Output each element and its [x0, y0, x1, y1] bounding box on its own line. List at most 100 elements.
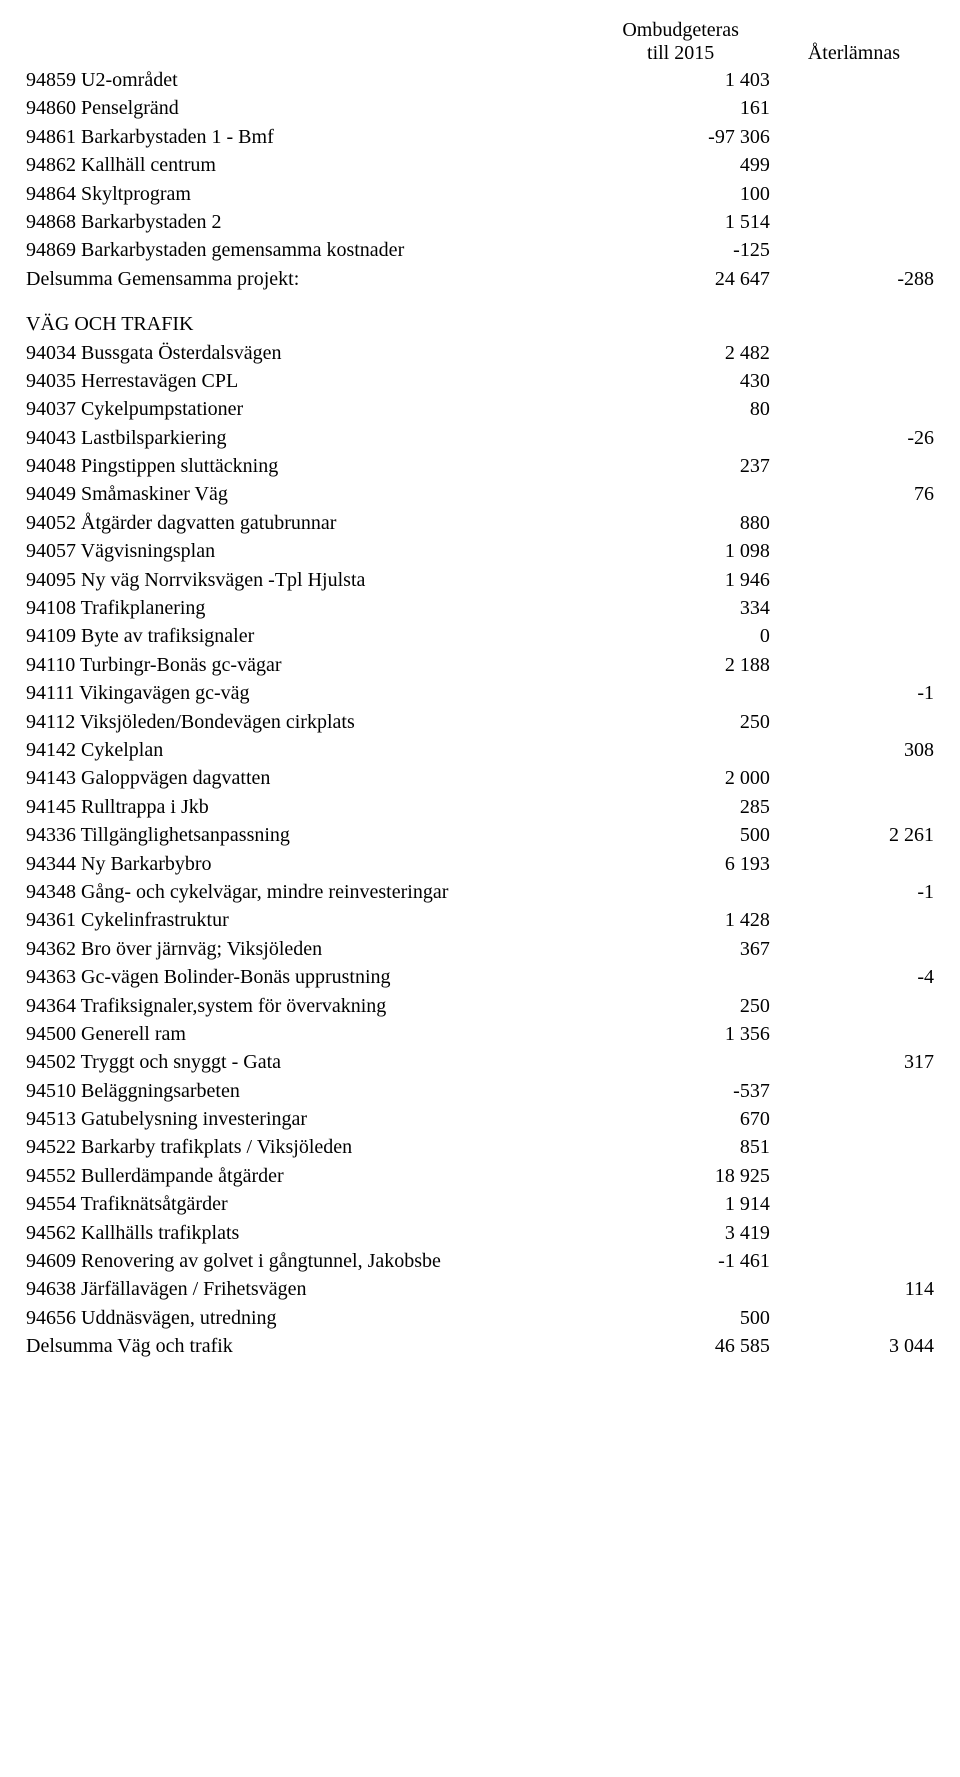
row-label: 94336 Tillgänglighetsanpassning	[24, 821, 589, 849]
row-value-ombudgeteras: 161	[589, 94, 771, 122]
row-label: 94109 Byte av trafiksignaler	[24, 622, 589, 650]
row-label: 94861 Barkarbystaden 1 - Bmf	[24, 123, 589, 151]
row-label: 94348 Gång- och cykelvägar, mindre reinv…	[24, 878, 589, 906]
row-value-ombudgeteras	[589, 1048, 771, 1076]
row-value-ombudgeteras: 500	[589, 1304, 771, 1332]
table-row: 94609 Renovering av golvet i gångtunnel,…	[24, 1247, 936, 1275]
table-row: 94035 Herrestavägen CPL430	[24, 367, 936, 395]
row-label: 94145 Rulltrappa i Jkb	[24, 793, 589, 821]
table-row: 94049 Småmaskiner Väg76	[24, 480, 936, 508]
table-row: 94513 Gatubelysning investeringar670	[24, 1105, 936, 1133]
row-label: 94049 Småmaskiner Väg	[24, 480, 589, 508]
header-col1-line2: till 2015	[647, 42, 714, 64]
row-value-aterlamnas	[772, 66, 936, 94]
row-label: 94638 Järfällavägen / Frihetsvägen	[24, 1275, 589, 1303]
row-value-aterlamnas	[772, 1162, 936, 1190]
row-label: 94364 Trafiksignaler,system för övervakn…	[24, 992, 589, 1020]
table-row: 94112 Viksjöleden/Bondevägen cirkplats25…	[24, 708, 936, 736]
row-value-ombudgeteras: 2 000	[589, 764, 771, 792]
row-value-aterlamnas	[772, 594, 936, 622]
row-label: 94110 Turbingr-Bonäs gc-vägar	[24, 651, 589, 679]
row-value-aterlamnas	[772, 1105, 936, 1133]
row-value-aterlamnas	[772, 1077, 936, 1105]
row-value-aterlamnas	[772, 236, 936, 264]
table-row: 94037 Cykelpumpstationer80	[24, 395, 936, 423]
table-row: 94860 Penselgränd161	[24, 94, 936, 122]
row-value-aterlamnas: -1	[772, 679, 936, 707]
row-value-ombudgeteras: 1 356	[589, 1020, 771, 1048]
row-value-ombudgeteras: 285	[589, 793, 771, 821]
table-row: Delsumma Gemensamma projekt:24 647-288	[24, 265, 936, 293]
table-row: 94500 Generell ram1 356	[24, 1020, 936, 1048]
row-label: 94048 Pingstippen sluttäckning	[24, 452, 589, 480]
row-value-ombudgeteras: 1 946	[589, 566, 771, 594]
row-label: 94034 Bussgata Österdalsvägen	[24, 339, 589, 367]
row-value-ombudgeteras: 1 428	[589, 906, 771, 934]
row-value-aterlamnas	[772, 651, 936, 679]
row-value-ombudgeteras: 6 193	[589, 850, 771, 878]
row-value-aterlamnas	[772, 1133, 936, 1161]
row-value-aterlamnas	[772, 1247, 936, 1275]
row-value-ombudgeteras: 250	[589, 708, 771, 736]
row-value-aterlamnas	[772, 566, 936, 594]
row-value-ombudgeteras: 500	[589, 821, 771, 849]
budget-table: Ombudgeteras till 2015 Återlämnas 94859 …	[24, 18, 936, 1361]
row-value-aterlamnas	[772, 992, 936, 1020]
row-value-aterlamnas	[772, 935, 936, 963]
row-label: 94035 Herrestavägen CPL	[24, 367, 589, 395]
table-row: 94034 Bussgata Österdalsvägen2 482	[24, 339, 936, 367]
row-value-ombudgeteras	[589, 480, 771, 508]
row-value-aterlamnas: 2 261	[772, 821, 936, 849]
table-row: 94363 Gc-vägen Bolinder-Bonäs upprustnin…	[24, 963, 936, 991]
row-value-aterlamnas: 308	[772, 736, 936, 764]
table-row: 94864 Skyltprogram100	[24, 180, 936, 208]
table-row: 94552 Bullerdämpande åtgärder18 925	[24, 1162, 936, 1190]
row-value-aterlamnas	[772, 1219, 936, 1247]
row-value-aterlamnas	[772, 123, 936, 151]
table-row: 94110 Turbingr-Bonäs gc-vägar2 188	[24, 651, 936, 679]
row-value-ombudgeteras	[589, 963, 771, 991]
row-label: 94609 Renovering av golvet i gångtunnel,…	[24, 1247, 589, 1275]
row-value-aterlamnas	[772, 793, 936, 821]
row-label: 94860 Penselgränd	[24, 94, 589, 122]
row-value-aterlamnas	[772, 367, 936, 395]
row-label: 94057 Vägvisningsplan	[24, 537, 589, 565]
row-value-ombudgeteras: 430	[589, 367, 771, 395]
row-value-ombudgeteras: -537	[589, 1077, 771, 1105]
row-label: 94562 Kallhälls trafikplats	[24, 1219, 589, 1247]
row-value-ombudgeteras: 1 914	[589, 1190, 771, 1218]
table-row: 94869 Barkarbystaden gemensamma kostnade…	[24, 236, 936, 264]
row-label: 94859 U2-området	[24, 66, 589, 94]
budget-table-page: Ombudgeteras till 2015 Återlämnas 94859 …	[0, 0, 960, 1401]
table-row: 94862 Kallhäll centrum499	[24, 151, 936, 179]
table-row: 94859 U2-området1 403	[24, 66, 936, 94]
row-value-ombudgeteras: 367	[589, 935, 771, 963]
table-header-row: Ombudgeteras till 2015 Återlämnas	[24, 18, 936, 66]
row-value-aterlamnas: 114	[772, 1275, 936, 1303]
row-value-ombudgeteras	[589, 679, 771, 707]
row-value-ombudgeteras	[589, 424, 771, 452]
row-label: 94344 Ny Barkarbybro	[24, 850, 589, 878]
row-label: 94552 Bullerdämpande åtgärder	[24, 1162, 589, 1190]
row-label: 94363 Gc-vägen Bolinder-Bonäs upprustnin…	[24, 963, 589, 991]
row-value-ombudgeteras: 2 482	[589, 339, 771, 367]
row-value-ombudgeteras: 46 585	[589, 1332, 771, 1360]
row-value-aterlamnas	[772, 537, 936, 565]
row-value-aterlamnas	[772, 509, 936, 537]
row-label: 94864 Skyltprogram	[24, 180, 589, 208]
header-empty	[24, 18, 589, 66]
header-col-ombudgeteras: Ombudgeteras till 2015	[589, 18, 771, 66]
table-row: 94095 Ny väg Norrviksvägen -Tpl Hjulsta1…	[24, 566, 936, 594]
row-label: 94862 Kallhäll centrum	[24, 151, 589, 179]
row-value-aterlamnas	[772, 708, 936, 736]
row-value-aterlamnas: -4	[772, 963, 936, 991]
row-label: 94361 Cykelinfrastruktur	[24, 906, 589, 934]
row-value-ombudgeteras: 880	[589, 509, 771, 537]
row-value-aterlamnas	[772, 94, 936, 122]
row-value-ombudgeteras: 0	[589, 622, 771, 650]
row-label: 94656 Uddnäsvägen, utredning	[24, 1304, 589, 1332]
row-value-aterlamnas	[772, 293, 936, 338]
row-value-ombudgeteras: 1 098	[589, 537, 771, 565]
row-value-ombudgeteras: 18 925	[589, 1162, 771, 1190]
row-value-aterlamnas	[772, 180, 936, 208]
